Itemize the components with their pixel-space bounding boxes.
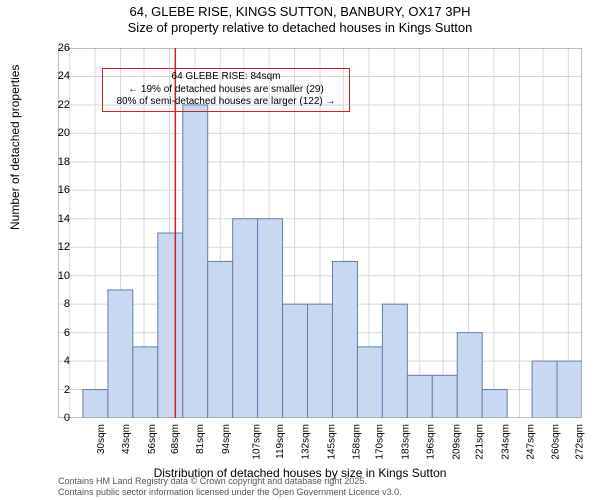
x-tick-label: 170sqm bbox=[375, 424, 386, 460]
y-tick-label: 2 bbox=[46, 384, 70, 396]
x-tick-label: 221sqm bbox=[475, 424, 486, 460]
title-line-2: Size of property relative to detached ho… bbox=[0, 20, 600, 36]
histogram-bar bbox=[83, 390, 108, 418]
histogram-bar bbox=[532, 361, 557, 418]
annotation-line-1: 64 GLEBE RISE: 84sqm bbox=[107, 71, 345, 84]
histogram-bar bbox=[183, 105, 208, 418]
histogram-bar bbox=[357, 347, 382, 418]
x-tick-label: 145sqm bbox=[326, 424, 337, 460]
y-tick-label: 22 bbox=[46, 99, 70, 111]
y-axis-label: Number of detached properties bbox=[8, 65, 22, 230]
x-tick-label: 272sqm bbox=[574, 424, 585, 460]
histogram-bar bbox=[108, 290, 133, 418]
x-tick-label: 56sqm bbox=[147, 424, 158, 454]
footer-line-1: Contains HM Land Registry data © Crown c… bbox=[58, 476, 402, 487]
y-tick-label: 0 bbox=[46, 412, 70, 424]
footer-line-2: Contains public sector information licen… bbox=[58, 487, 402, 498]
chart-plot-area: 64 GLEBE RISE: 84sqm ← 19% of detached h… bbox=[58, 48, 582, 418]
histogram-bar bbox=[208, 261, 233, 418]
histogram-bar bbox=[133, 347, 158, 418]
x-tick-label: 43sqm bbox=[121, 424, 132, 454]
x-tick-label: 119sqm bbox=[275, 424, 286, 459]
histogram-bar bbox=[557, 361, 582, 418]
x-tick-label: 30sqm bbox=[96, 424, 107, 454]
annotation-line-2: ← 19% of detached houses are smaller (29… bbox=[107, 84, 345, 97]
y-tick-label: 12 bbox=[46, 241, 70, 253]
histogram-bar bbox=[457, 333, 482, 418]
x-tick-label: 196sqm bbox=[426, 424, 437, 460]
x-tick-label: 68sqm bbox=[170, 424, 181, 454]
x-tick-label: 260sqm bbox=[551, 424, 562, 460]
histogram-bar bbox=[482, 390, 507, 418]
x-tick-label: 132sqm bbox=[301, 424, 312, 460]
histogram-bar bbox=[432, 375, 457, 418]
annotation-callout: 64 GLEBE RISE: 84sqm ← 19% of detached h… bbox=[102, 68, 350, 112]
x-tick-label: 247sqm bbox=[526, 424, 537, 460]
chart-title: 64, GLEBE RISE, KINGS SUTTON, BANBURY, O… bbox=[0, 0, 600, 37]
y-tick-label: 14 bbox=[46, 213, 70, 225]
y-tick-label: 4 bbox=[46, 355, 70, 367]
x-tick-label: 81sqm bbox=[195, 424, 206, 454]
footer-attribution: Contains HM Land Registry data © Crown c… bbox=[58, 476, 402, 498]
histogram-bar bbox=[233, 219, 258, 418]
histogram-bar bbox=[258, 219, 283, 418]
histogram-bar bbox=[407, 375, 432, 418]
x-tick-label: 107sqm bbox=[252, 424, 263, 460]
y-tick-label: 26 bbox=[46, 42, 70, 54]
histogram-bar bbox=[332, 261, 357, 418]
x-tick-label: 94sqm bbox=[221, 424, 232, 454]
y-tick-label: 10 bbox=[46, 270, 70, 282]
y-tick-label: 18 bbox=[46, 156, 70, 168]
y-tick-label: 20 bbox=[46, 127, 70, 139]
x-tick-label: 183sqm bbox=[400, 424, 411, 460]
y-tick-label: 6 bbox=[46, 327, 70, 339]
y-tick-label: 16 bbox=[46, 184, 70, 196]
y-tick-label: 8 bbox=[46, 298, 70, 310]
x-tick-label: 158sqm bbox=[352, 424, 363, 460]
histogram-bar bbox=[158, 233, 183, 418]
annotation-line-3: 80% of semi-detached houses are larger (… bbox=[107, 96, 345, 109]
x-tick-label: 234sqm bbox=[500, 424, 511, 460]
title-line-1: 64, GLEBE RISE, KINGS SUTTON, BANBURY, O… bbox=[0, 4, 600, 20]
x-tick-label: 209sqm bbox=[451, 424, 462, 460]
histogram-bar bbox=[283, 304, 308, 418]
histogram-bar bbox=[382, 304, 407, 418]
y-tick-label: 24 bbox=[46, 70, 70, 82]
histogram-bar bbox=[308, 304, 333, 418]
